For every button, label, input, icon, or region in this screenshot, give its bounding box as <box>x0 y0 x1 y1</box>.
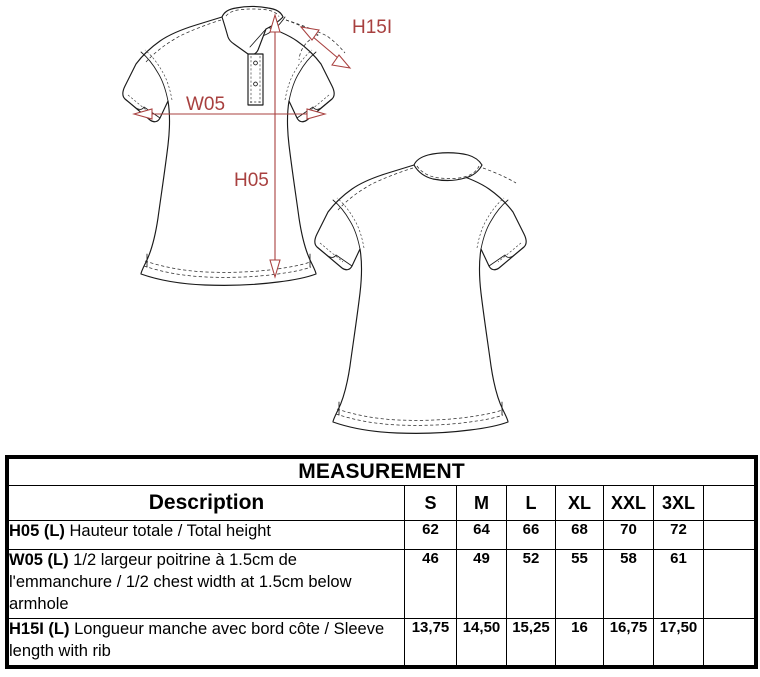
column-header-l: L <box>506 485 556 521</box>
value-h15i-s: 13,75 <box>404 618 457 666</box>
dimension-w05: W05 <box>132 94 327 120</box>
value-w05-xxl: 58 <box>603 549 654 619</box>
row-code-w05: W05 (L) <box>9 551 69 569</box>
h05-label: H05 <box>234 170 269 191</box>
column-header-description: Description <box>8 485 405 521</box>
w05-arrow-right <box>306 108 327 120</box>
h15i-arrow-bottom <box>331 54 352 69</box>
h05-arrow-bottom <box>269 259 281 279</box>
value-w05-3xl: 61 <box>653 549 704 619</box>
column-header-m: M <box>456 485 507 521</box>
value-h05-xl: 68 <box>555 520 604 550</box>
back-view <box>314 152 527 434</box>
table-row: W05 (L) 1/2 largeur poitrine à 1.5cm de … <box>8 549 756 619</box>
table-row: H15I (L) Longueur manche avec bord côte … <box>8 618 756 666</box>
row-description-h15i: H15I (L) Longueur manche avec bord côte … <box>8 618 405 666</box>
dimension-h05: H05 <box>234 13 281 279</box>
row-text-w05: 1/2 largeur poitrine à 1.5cm de l'emmanc… <box>9 551 352 613</box>
w05-label: W05 <box>186 94 225 115</box>
row-code-h05: H05 (L) <box>9 522 65 540</box>
value-h05-l: 66 <box>506 520 556 550</box>
value-w05-s: 46 <box>404 549 457 619</box>
value-h05-3xl: 72 <box>653 520 704 550</box>
column-header-3xl: 3XL <box>653 485 704 521</box>
row-text-h15i: Longueur manche avec bord côte / Sleeve … <box>9 620 385 660</box>
column-header-xl: XL <box>555 485 604 521</box>
value-h05-empty <box>702 520 756 550</box>
value-h15i-3xl: 17,50 <box>653 618 704 666</box>
row-description-h05: H05 (L) Hauteur totale / Total height <box>8 520 405 550</box>
row-description-w05: W05 (L) 1/2 largeur poitrine à 1.5cm de … <box>8 549 405 619</box>
value-h05-s: 62 <box>404 520 457 550</box>
table-header-row: Description S M L XL XXL 3XL <box>8 485 756 521</box>
h15i-label: H15I <box>352 17 392 38</box>
value-w05-empty <box>702 549 756 619</box>
front-view <box>122 5 346 286</box>
value-h05-xxl: 70 <box>603 520 654 550</box>
h05-arrow-top <box>269 13 281 33</box>
value-w05-xl: 55 <box>555 549 604 619</box>
value-h15i-empty <box>702 618 756 666</box>
table-title-row: MEASUREMENT <box>7 458 756 486</box>
table-row: H05 (L) Hauteur totale / Total height 62… <box>8 520 756 550</box>
value-h15i-m: 14,50 <box>456 618 507 666</box>
row-text-h05: Hauteur totale / Total height <box>64 522 272 540</box>
value-w05-m: 49 <box>456 549 507 619</box>
value-h15i-xxl: 16,75 <box>603 618 654 666</box>
value-h15i-l: 15,25 <box>506 618 556 666</box>
row-code-h15i: H15I (L) <box>9 620 70 638</box>
value-h05-m: 64 <box>456 520 507 550</box>
column-header-xxl: XXL <box>603 485 654 521</box>
column-header-empty <box>702 485 756 521</box>
h15i-arrow-top <box>299 26 320 41</box>
measurement-table: MEASUREMENT Description S M L XL XXL 3XL… <box>4 455 759 669</box>
measurement-table-wrap: MEASUREMENT Description S M L XL XXL 3XL… <box>4 455 759 669</box>
value-h15i-xl: 16 <box>555 618 604 666</box>
w05-arrow-left <box>132 108 153 120</box>
technical-drawing-area: H05 W05 H15I <box>122 5 527 434</box>
value-w05-l: 52 <box>506 549 556 619</box>
table-title: MEASUREMENT <box>7 458 756 486</box>
column-header-s: S <box>404 485 457 521</box>
dimension-h15i: H15I <box>299 17 392 69</box>
